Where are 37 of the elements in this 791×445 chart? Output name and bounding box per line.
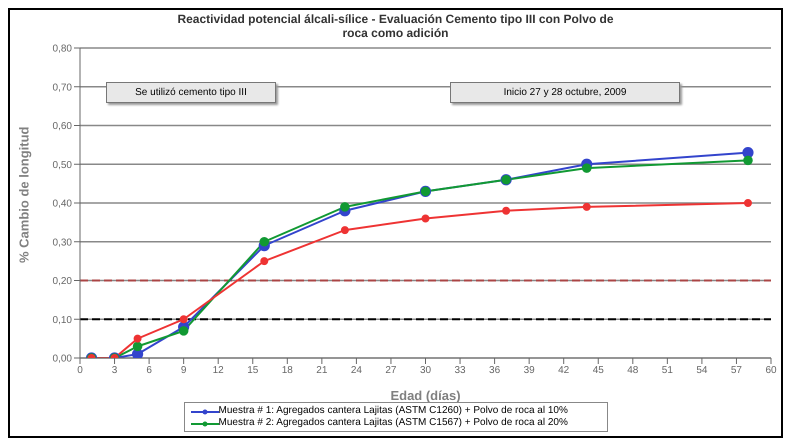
x-tick-label: 27 (385, 365, 397, 376)
x-tick-label: 3 (112, 365, 118, 376)
y-tick-label: 0,80 (52, 44, 72, 55)
legend-label: Muestra # 1: Agregados cantera Lajitas (ASTM C1260) + Polvo de roca al 10% (218, 405, 568, 416)
x-tick-label: 45 (592, 365, 604, 376)
y-tick-label: 0,50 (52, 160, 72, 171)
y-axis-title: % Cambio de longitud (16, 126, 32, 263)
x-tick-label: 48 (627, 365, 639, 376)
x-tick-label: 12 (212, 365, 224, 376)
x-tick-label: 24 (350, 365, 362, 376)
y-tick-label: 0,30 (52, 237, 72, 248)
chart-title: Reactividad potencial álcali-sílice - Evaluación Cemento tipo III con Polvo de roca como adición (176, 12, 615, 40)
note-box: Se utilizó cemento tipo III (106, 82, 276, 103)
y-tick-label: 0,40 (52, 198, 72, 210)
y-tick-label: 0,00 (52, 354, 72, 365)
x-tick-label: 21 (316, 365, 328, 376)
y-tick-label: 0,20 (52, 276, 72, 288)
y-tick-label: 0,70 (52, 82, 72, 94)
x-tick-label: 39 (524, 365, 536, 376)
x-tick-label: 9 (180, 365, 187, 376)
x-tick-label: 54 (696, 365, 708, 376)
x-axis-title: Edad (días) (390, 388, 461, 403)
y-tick-label: 0,60 (52, 121, 72, 132)
x-tick-label: 6 (146, 365, 152, 376)
x-tick-label: 60 (765, 365, 777, 376)
x-tick-label: 33 (454, 365, 466, 376)
x-tick-label: 36 (489, 365, 501, 376)
y-tick-label: 0,10 (52, 314, 72, 326)
x-tick-label: 57 (730, 365, 742, 376)
x-tick-label: 15 (247, 365, 259, 376)
note-box: Inicio 27 y 28 octubre, 2009 (450, 82, 680, 103)
legend-label: Muestra # 2: Agregados cantera Lajitas (ASTM C1567) + Polvo de roca al 20% (218, 417, 568, 428)
x-tick-label: 51 (662, 365, 674, 376)
x-tick-label: 18 (282, 365, 294, 376)
x-tick-label: 30 (420, 365, 432, 376)
x-tick-label: 0 (77, 365, 84, 376)
x-tick-label: 42 (558, 365, 570, 376)
